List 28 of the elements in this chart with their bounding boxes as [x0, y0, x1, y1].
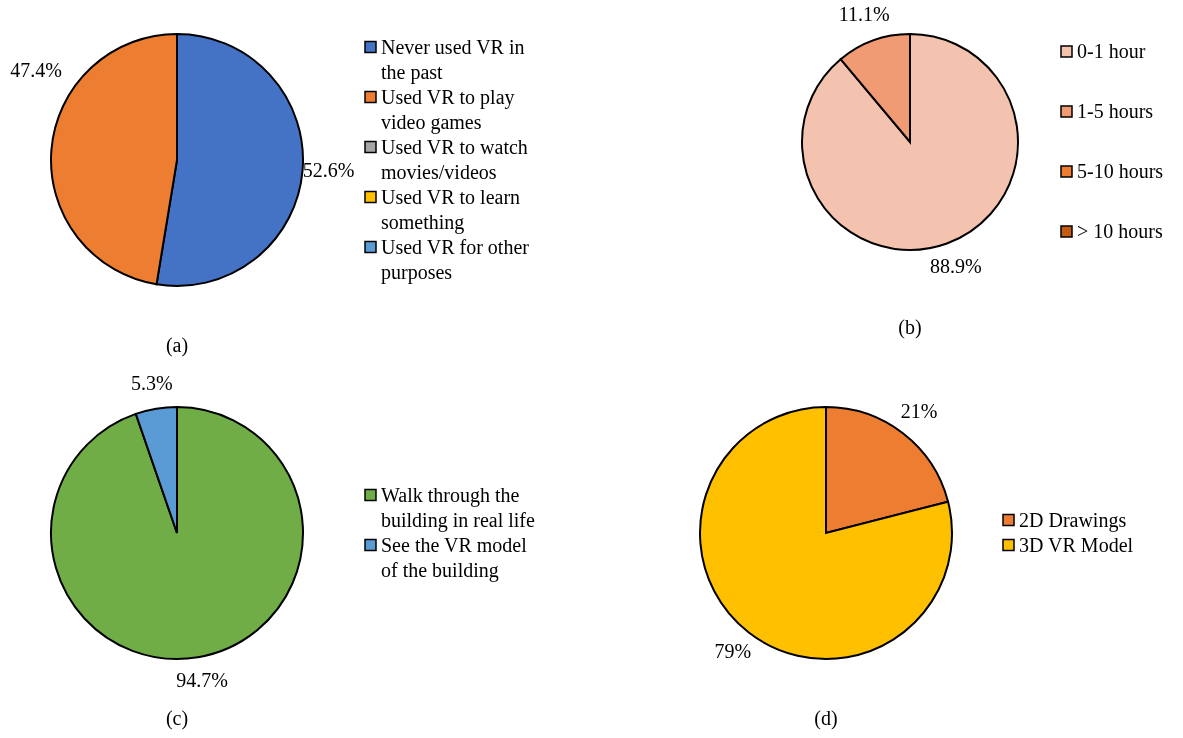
legend-label: Never used VR in the past: [381, 35, 525, 84]
legend-label: 5-10 hours: [1077, 160, 1164, 182]
pie-slice: [50, 406, 304, 660]
legend-label: Used VR to watch movies/videos: [381, 135, 528, 183]
legend-label: Used VR to learn something: [381, 185, 521, 234]
legend-label: Walk through the building in real life: [381, 483, 535, 532]
data-label: 88.9%: [929, 254, 982, 277]
data-label: 47.4%: [10, 58, 62, 81]
legend-label: 1-5 hours: [1077, 100, 1154, 122]
data-label: 21%: [900, 399, 938, 422]
legend-label: See the VR model of the building: [381, 533, 528, 582]
data-label: 94.7%: [176, 669, 229, 692]
text: (c): [165, 707, 189, 730]
data-label: 79%: [714, 639, 752, 662]
legend-label: Used VR to play video games: [381, 85, 515, 134]
data-label: 52.6%: [302, 159, 355, 181]
legend-label: 2D Drawings: [1019, 508, 1127, 532]
data-label: 11.1%: [838, 2, 890, 25]
data-label: 5.3%: [130, 371, 173, 394]
pie-slice: [699, 406, 953, 660]
text: (a): [165, 334, 189, 357]
legend-label: > 10 hours: [1077, 220, 1163, 242]
legend-label: Used VR for other purposes: [381, 235, 530, 284]
legend-label: 0-1 hour: [1077, 40, 1146, 62]
legend-label: 3D VR Model: [1019, 533, 1134, 556]
pie-slice: [801, 33, 1019, 251]
text: (d): [814, 707, 838, 730]
text: (b): [898, 316, 922, 339]
